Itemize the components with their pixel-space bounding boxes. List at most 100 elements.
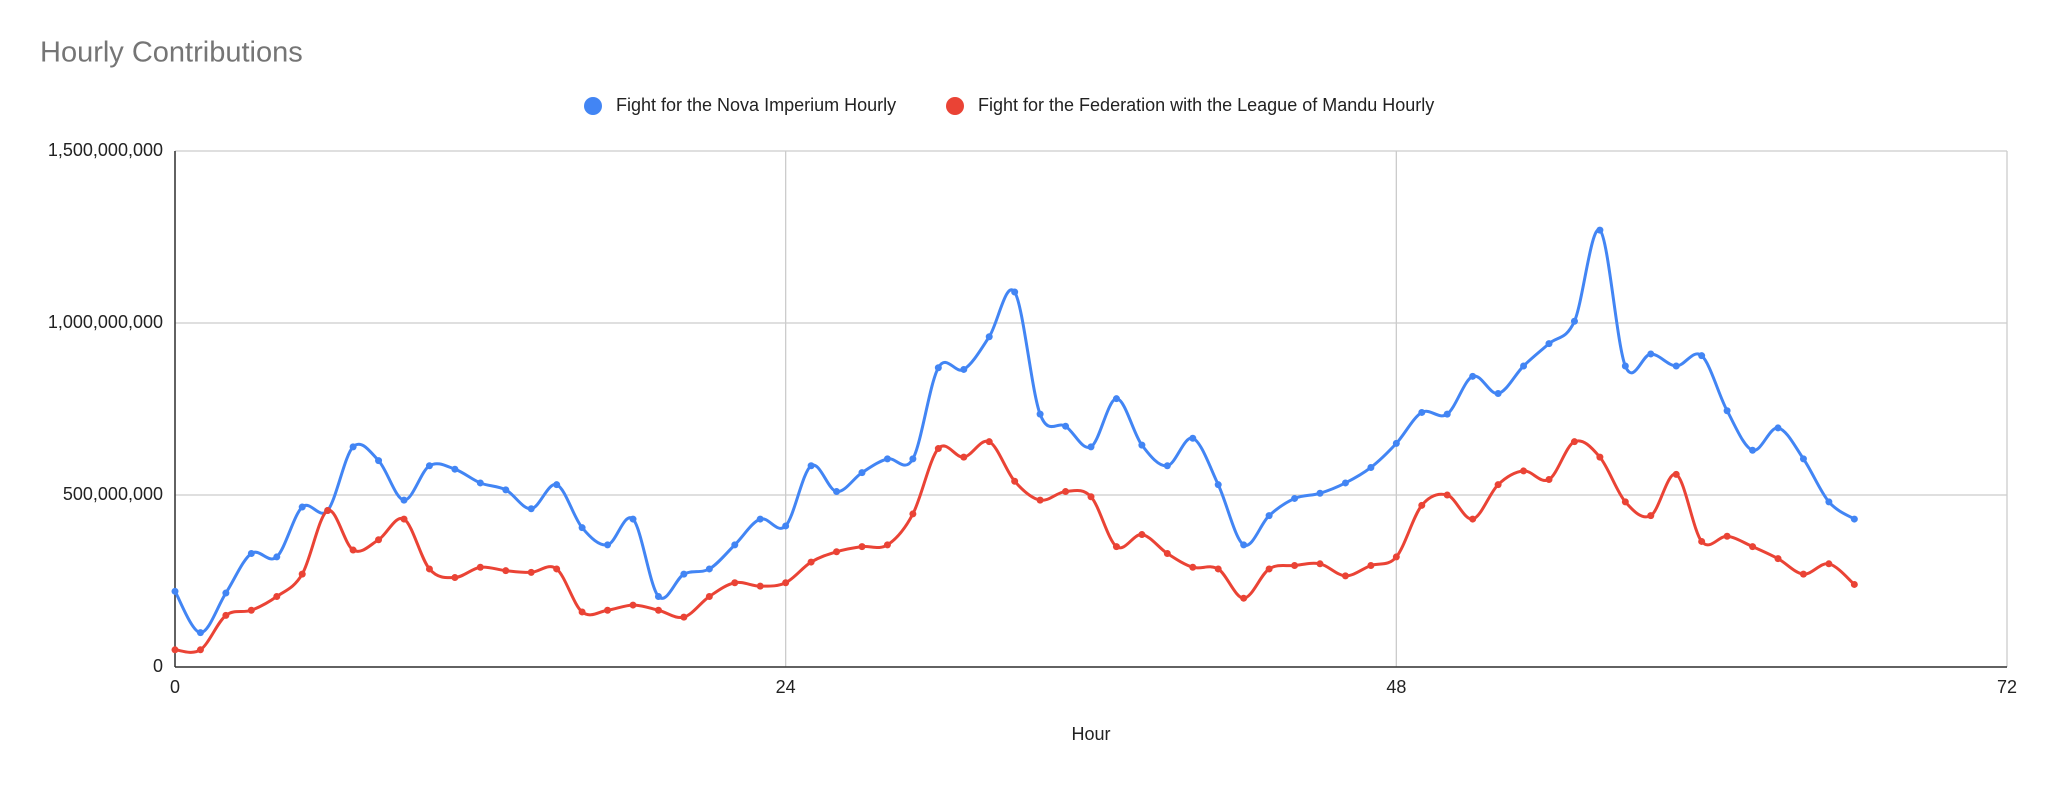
chart-title: Hourly Contributions [40, 37, 303, 69]
data-point [196, 646, 204, 654]
data-point [476, 479, 484, 487]
data-point [1316, 560, 1324, 568]
data-point [858, 469, 866, 477]
data-point [934, 364, 942, 372]
data-point [1367, 562, 1375, 570]
data-point [604, 606, 612, 614]
data-point [1520, 362, 1528, 370]
data-point [273, 592, 281, 600]
data-point [1036, 410, 1044, 418]
data-point [247, 606, 255, 614]
data-point [1672, 470, 1680, 478]
y-tick-label: 0 [153, 656, 163, 676]
data-point [705, 592, 713, 600]
data-point [1749, 446, 1757, 454]
data-point [1723, 407, 1731, 415]
data-point [1418, 501, 1426, 509]
data-point [1062, 488, 1070, 496]
data-point [1621, 362, 1629, 370]
data-point [502, 486, 510, 494]
data-point [1545, 340, 1553, 348]
data-point [247, 549, 255, 557]
data-point [273, 553, 281, 561]
data-point [909, 510, 917, 518]
data-point [985, 333, 993, 341]
data-point [1214, 565, 1222, 573]
data-point [349, 443, 357, 451]
data-point [1545, 476, 1553, 484]
data-point [1240, 594, 1248, 602]
data-point [1265, 512, 1273, 520]
data-point [502, 567, 510, 575]
data-point [1341, 572, 1349, 580]
data-point [1596, 453, 1604, 461]
data-point [1214, 481, 1222, 489]
data-point [1774, 555, 1782, 563]
data-point [1850, 580, 1858, 588]
legend-label: Fight for the Federation with the League… [978, 95, 1434, 115]
data-point [527, 568, 535, 576]
data-point [782, 579, 790, 587]
data-point [298, 503, 306, 511]
data-point [1367, 463, 1375, 471]
data-point [1799, 455, 1807, 463]
data-point [425, 565, 433, 573]
data-point [909, 455, 917, 463]
legend-label: Fight for the Nova Imperium Hourly [616, 95, 896, 115]
data-point [451, 465, 459, 473]
data-point [400, 515, 408, 523]
data-point [451, 574, 459, 582]
data-point [578, 608, 586, 616]
data-point [782, 522, 790, 530]
data-point [1494, 481, 1502, 489]
data-point [1647, 350, 1655, 358]
data-point [1672, 362, 1680, 370]
data-point [1011, 288, 1019, 296]
data-point [1240, 541, 1248, 549]
y-tick-label: 1,000,000,000 [48, 312, 163, 332]
data-point [425, 462, 433, 470]
data-point [1112, 543, 1120, 551]
data-point [1494, 390, 1502, 398]
data-point [680, 570, 688, 578]
data-point [476, 563, 484, 571]
data-point [1698, 352, 1706, 360]
data-point [807, 462, 815, 470]
data-point [807, 558, 815, 566]
data-point [1163, 549, 1171, 557]
data-point [1570, 438, 1578, 446]
data-point [527, 505, 535, 513]
data-point [1392, 439, 1400, 447]
data-point [1723, 532, 1731, 540]
data-point [833, 488, 841, 496]
x-tick-label: 24 [776, 677, 796, 697]
data-point [171, 646, 179, 654]
series-line [173, 228, 1856, 635]
data-point [1596, 226, 1604, 234]
data-point [222, 589, 230, 597]
data-point [1698, 537, 1706, 545]
data-point [858, 543, 866, 551]
data-point [731, 579, 739, 587]
data-point [298, 570, 306, 578]
data-point [553, 565, 561, 573]
data-point [1316, 489, 1324, 497]
data-point [1570, 317, 1578, 325]
data-point [222, 611, 230, 619]
data-point [1850, 515, 1858, 523]
data-point [1621, 498, 1629, 506]
y-tick-label: 500,000,000 [63, 484, 163, 504]
data-point [349, 546, 357, 554]
legend-marker [584, 97, 602, 115]
x-tick-label: 0 [170, 677, 180, 697]
data-point [654, 606, 662, 614]
y-tick-label: 1,500,000,000 [48, 140, 163, 160]
data-point [756, 515, 764, 523]
data-point [1799, 570, 1807, 578]
data-point [196, 629, 204, 637]
data-point [1825, 498, 1833, 506]
data-point [1469, 372, 1477, 380]
data-point [1774, 424, 1782, 432]
